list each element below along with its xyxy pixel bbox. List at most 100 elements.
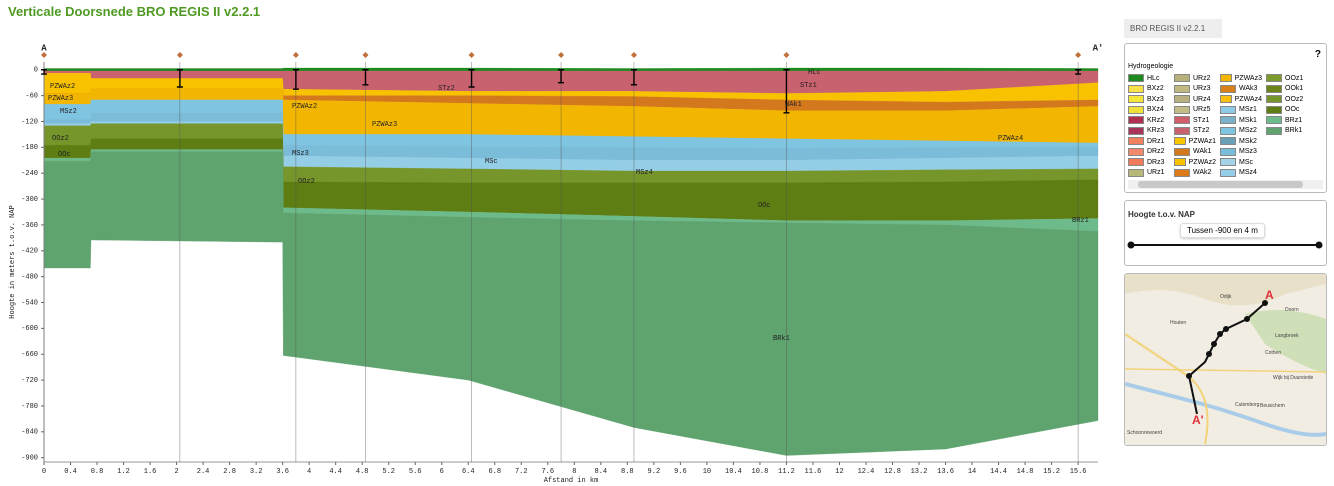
legend-item: WAk3 <box>1220 84 1262 95</box>
legend-item: BXz3 <box>1128 94 1170 105</box>
layer-label: PZWAz2 <box>50 83 75 91</box>
legend-swatch <box>1128 169 1144 177</box>
x-tick-label: 7.2 <box>515 468 528 476</box>
legend-item: URz3 <box>1174 84 1216 95</box>
x-tick-label: 11.6 <box>805 468 822 476</box>
legend-item: STz1 <box>1174 115 1216 126</box>
legend-swatch <box>1128 127 1144 135</box>
legend-item: DRz2 <box>1128 147 1170 158</box>
x-axis-label: Afstand in km <box>544 477 599 485</box>
tab[interactable]: BRO REGIS II v2.2.1 <box>1124 19 1222 38</box>
legend-label: OOz2 <box>1285 96 1303 103</box>
legend-swatch <box>1266 106 1282 114</box>
legend-swatch <box>1220 137 1236 145</box>
legend-label: OOz1 <box>1285 75 1303 82</box>
x-tick-label: 14 <box>968 468 976 476</box>
legend-label: STz1 <box>1193 117 1209 124</box>
legend-swatch <box>1174 95 1190 103</box>
x-tick-label: 6.4 <box>462 468 475 476</box>
legend-label: MSz1 <box>1239 106 1257 113</box>
y-tick-label: -660 <box>21 351 38 359</box>
place-label: Langbroek <box>1275 333 1299 339</box>
legend-label: KRz2 <box>1147 117 1164 124</box>
x-tick-label: 5.6 <box>409 468 422 476</box>
scroll-thumb[interactable] <box>1138 181 1303 188</box>
legend-item: URz5 <box>1174 105 1216 116</box>
place-label: Cothen <box>1265 350 1281 356</box>
legend-item: OOz2 <box>1266 94 1308 105</box>
help-button[interactable]: ? <box>1315 49 1321 60</box>
legend-swatch <box>1220 158 1236 166</box>
legend-item: MSk2 <box>1220 136 1262 147</box>
slider-track[interactable] <box>1125 201 1326 265</box>
legend-item: URz4 <box>1174 94 1216 105</box>
x-tick-label: 3.2 <box>250 468 263 476</box>
borehole-marker <box>783 52 789 58</box>
legend-swatch <box>1220 127 1236 135</box>
layer-label: OOz2 <box>298 178 315 186</box>
x-tick-label: 2 <box>174 468 178 476</box>
legend-item: PZWAz2 <box>1174 157 1216 168</box>
point <box>1186 373 1192 379</box>
legend-swatch <box>1220 169 1236 177</box>
x-tick-label: 12.4 <box>858 468 875 476</box>
legend-item: OOk1 <box>1266 84 1308 95</box>
x-tick-label: 10.4 <box>725 468 742 476</box>
layer-label: MSz2 <box>60 108 77 116</box>
x-tick-label: 4.4 <box>329 468 342 476</box>
scrollbar[interactable] <box>1128 180 1323 189</box>
cross-section-chart: 0-60-120-180-240-300-360-420-480-540-600… <box>0 0 1110 486</box>
map[interactable]: OdijkDoornHoutenLangbroekCothenCulemborg… <box>1125 274 1326 445</box>
legend-label: OOc <box>1285 106 1299 113</box>
legend-label: BRk1 <box>1285 127 1302 134</box>
y-tick-label: -120 <box>21 118 38 126</box>
point <box>1217 331 1223 337</box>
y-tick-label: -180 <box>21 144 38 152</box>
x-tick-label: 12.8 <box>884 468 901 476</box>
legend-swatch <box>1174 106 1190 114</box>
legend-label: PZWAz2 <box>1189 159 1216 166</box>
legend-label: URz3 <box>1193 85 1211 92</box>
legend-swatch <box>1128 148 1144 156</box>
legend-label: DRz3 <box>1147 159 1165 166</box>
legend-label: OOk1 <box>1285 85 1303 92</box>
x-tick-label: 13.6 <box>937 468 954 476</box>
legend-item: STz2 <box>1174 126 1216 137</box>
legend-label: WAk2 <box>1193 169 1211 176</box>
legend-label: BRz1 <box>1285 117 1302 124</box>
handle-min[interactable] <box>1128 242 1135 249</box>
place-label: Houten <box>1170 320 1186 326</box>
legend-item: MSz2 <box>1220 126 1262 137</box>
legend-item: KRz3 <box>1128 126 1170 137</box>
legend-item: BRz1 <box>1266 115 1308 126</box>
y-tick-label: -240 <box>21 170 38 178</box>
layer-label: MSc <box>485 158 498 166</box>
y-tick-label: -300 <box>21 196 38 204</box>
handle-max[interactable] <box>1316 242 1323 249</box>
legend-label: MSk2 <box>1239 138 1257 145</box>
legend-item: PZWAz4 <box>1220 94 1262 105</box>
point <box>1223 326 1229 332</box>
x-tick-label: 4 <box>307 468 311 476</box>
legend-swatch <box>1220 95 1232 103</box>
legend-item: MSz4 <box>1220 168 1262 179</box>
x-tick-label: 4.8 <box>356 468 369 476</box>
place-label: Beusichem <box>1260 403 1285 409</box>
borehole-marker <box>1075 52 1081 58</box>
x-tick-label: 8 <box>572 468 576 476</box>
legend-swatch <box>1266 85 1282 93</box>
point <box>1206 351 1212 357</box>
layer-label: WAk1 <box>785 101 802 109</box>
legend-label: URz2 <box>1193 75 1211 82</box>
legend-swatch <box>1128 85 1144 93</box>
legend-item: PZWAz3 <box>1220 73 1262 84</box>
borehole-marker <box>469 52 475 58</box>
legend-swatch <box>1220 148 1236 156</box>
legend-item: URz2 <box>1174 73 1216 84</box>
legend-swatch <box>1266 74 1282 82</box>
legend-label: WAk3 <box>1239 85 1257 92</box>
legend-item: BRk1 <box>1266 126 1308 137</box>
legend-label: WAk1 <box>1193 148 1211 155</box>
x-tick-label: 8.4 <box>595 468 608 476</box>
legend-item: PZWAz1 <box>1174 136 1216 147</box>
